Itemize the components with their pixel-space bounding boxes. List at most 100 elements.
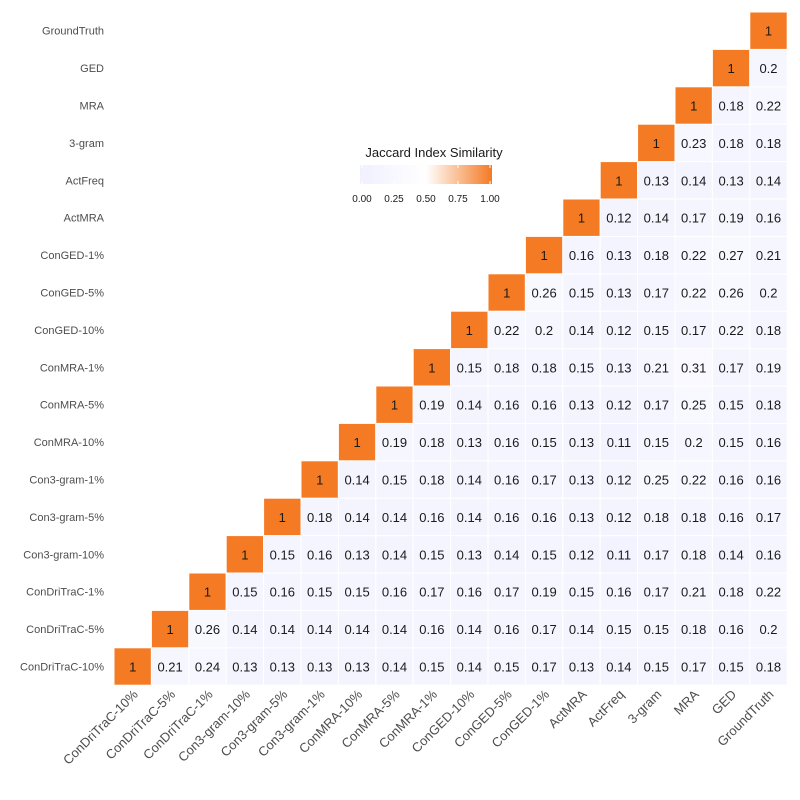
heatmap-cell [375,572,414,611]
cell-value-label: 0.18 [756,136,781,151]
heatmap-cell [300,647,339,686]
y-tick-label: ConGED-5% [40,288,104,300]
cell-value-label: 0.16 [569,248,594,263]
heatmap-cell [263,647,302,686]
x-tick-label: GED [709,687,740,718]
heatmap-cell [749,385,788,424]
heatmap-cell [599,497,639,537]
legend-tick-label: 1.00 [480,194,500,205]
cell-value-label: 0.2 [535,323,553,338]
cell-value-label: 0.17 [531,660,556,675]
y-tick-label: ActFreq [65,175,104,187]
x-tick-label: 3-gram [625,687,665,727]
cell-value-label: 0.22 [681,286,706,301]
heatmap-cell [524,422,564,462]
cell-value-label: 0.14 [344,622,369,637]
heatmap-cell [263,497,302,537]
cell-value-label: 0.21 [681,585,706,600]
heatmap-cell [749,348,788,387]
cell-value-label: 0.14 [307,622,332,637]
cell-value-label: 0.14 [457,510,482,525]
cell-value-label: 0.18 [718,585,743,600]
legend: Jaccard Index Similarity 0.00 0.25 0.50 0.7… [352,145,503,205]
heatmap-cell [749,11,788,50]
legend-tick-label: 0.50 [416,194,436,205]
cell-value-label: 0.18 [681,622,706,637]
heatmap-cell [487,310,526,350]
heatmap-cell [562,273,601,312]
y-axis-labels: ConDriTraC-10% ConDriTraC-5% ConDriTraC-1%… [20,26,105,674]
heatmap-cell [562,535,601,574]
heatmap-cell [113,647,152,686]
heatmap-cell [300,609,339,649]
heatmap-cell [749,609,788,649]
cell-value-label: 0.12 [606,510,631,525]
y-tick-label: MRA [80,101,105,113]
heatmap-cell [337,535,377,574]
heatmap-cell [674,123,713,163]
heatmap-cell [412,535,452,574]
cell-value-label: 0.17 [644,547,669,562]
heatmap-cell [749,497,788,537]
heatmap-cell [562,647,601,686]
cell-value-label: 0.16 [606,585,631,600]
cell-value-label: 1 [540,248,547,263]
heatmap-cell [711,273,751,312]
heatmap-cell [674,348,713,387]
heatmap-cell [637,198,676,237]
cell-value-label: 0.14 [232,622,257,637]
cell-value-label: 0.15 [718,398,743,413]
heatmap-cell [188,572,227,611]
cell-value-label: 0.16 [419,622,444,637]
cell-value-label: 0.14 [457,622,482,637]
legend-tick-label: 0.25 [384,194,404,205]
cell-value-label: 0.14 [382,660,407,675]
y-tick-label: ConDriTraC-1% [26,587,104,599]
heatmap-cell [188,609,227,649]
cell-value-label: 1 [653,136,660,151]
cell-value-label: 0.13 [232,660,257,675]
y-tick-label: ActMRA [64,213,105,225]
heatmap-cell [637,422,676,462]
heatmap-cell [749,198,788,237]
heatmap-cell [450,385,489,424]
cell-value-label: 0.2 [759,61,777,76]
heatmap-cell [150,647,190,686]
cell-value-label: 0.24 [195,660,220,675]
heatmap-cell [599,235,639,275]
cell-value-label: 0.17 [644,398,669,413]
cell-value-label: 0.14 [606,660,631,675]
y-tick-label: Con3-gram-10% [23,549,104,561]
cell-value-label: 0.31 [681,360,706,375]
heatmap-cell [749,647,788,686]
cell-value-label: 0.13 [606,248,631,263]
cell-value-label: 0.14 [382,510,407,525]
heatmap-cell [450,609,489,649]
cell-value-label: 0.15 [419,547,444,562]
cell-value-label: 0.19 [718,211,743,226]
heatmap-cell [637,572,676,611]
heatmap-cell [375,497,414,537]
cell-value-label: 1 [353,435,360,450]
cell-value-label: 0.17 [681,660,706,675]
cell-value-label: 0.13 [270,660,295,675]
y-tick-label: ConDriTraC-10% [20,662,104,674]
heatmap-cell [711,422,751,462]
x-tick-label: MRA [671,686,702,717]
heatmap-cell [674,572,713,611]
heatmap-cell [412,422,452,462]
heatmap-cell [749,310,788,350]
cell-value-label: 0.26 [718,286,743,301]
cell-value-label: 0.18 [531,360,556,375]
legend-ticks: 0.00 0.25 0.50 0.75 1.00 [352,165,500,205]
heatmap-cell [637,310,676,350]
heatmap-cell [637,235,676,275]
x-tick-label: ActFreq [584,687,627,730]
heatmap-cell [450,422,489,462]
cell-value-label: 0.14 [681,173,706,188]
cell-value-label: 0.18 [494,360,519,375]
cell-value-label: 0.16 [307,547,332,562]
cell-value-label: 0.2 [685,435,703,450]
cell-value-label: 0.15 [644,622,669,637]
heatmap-cell [674,235,713,275]
